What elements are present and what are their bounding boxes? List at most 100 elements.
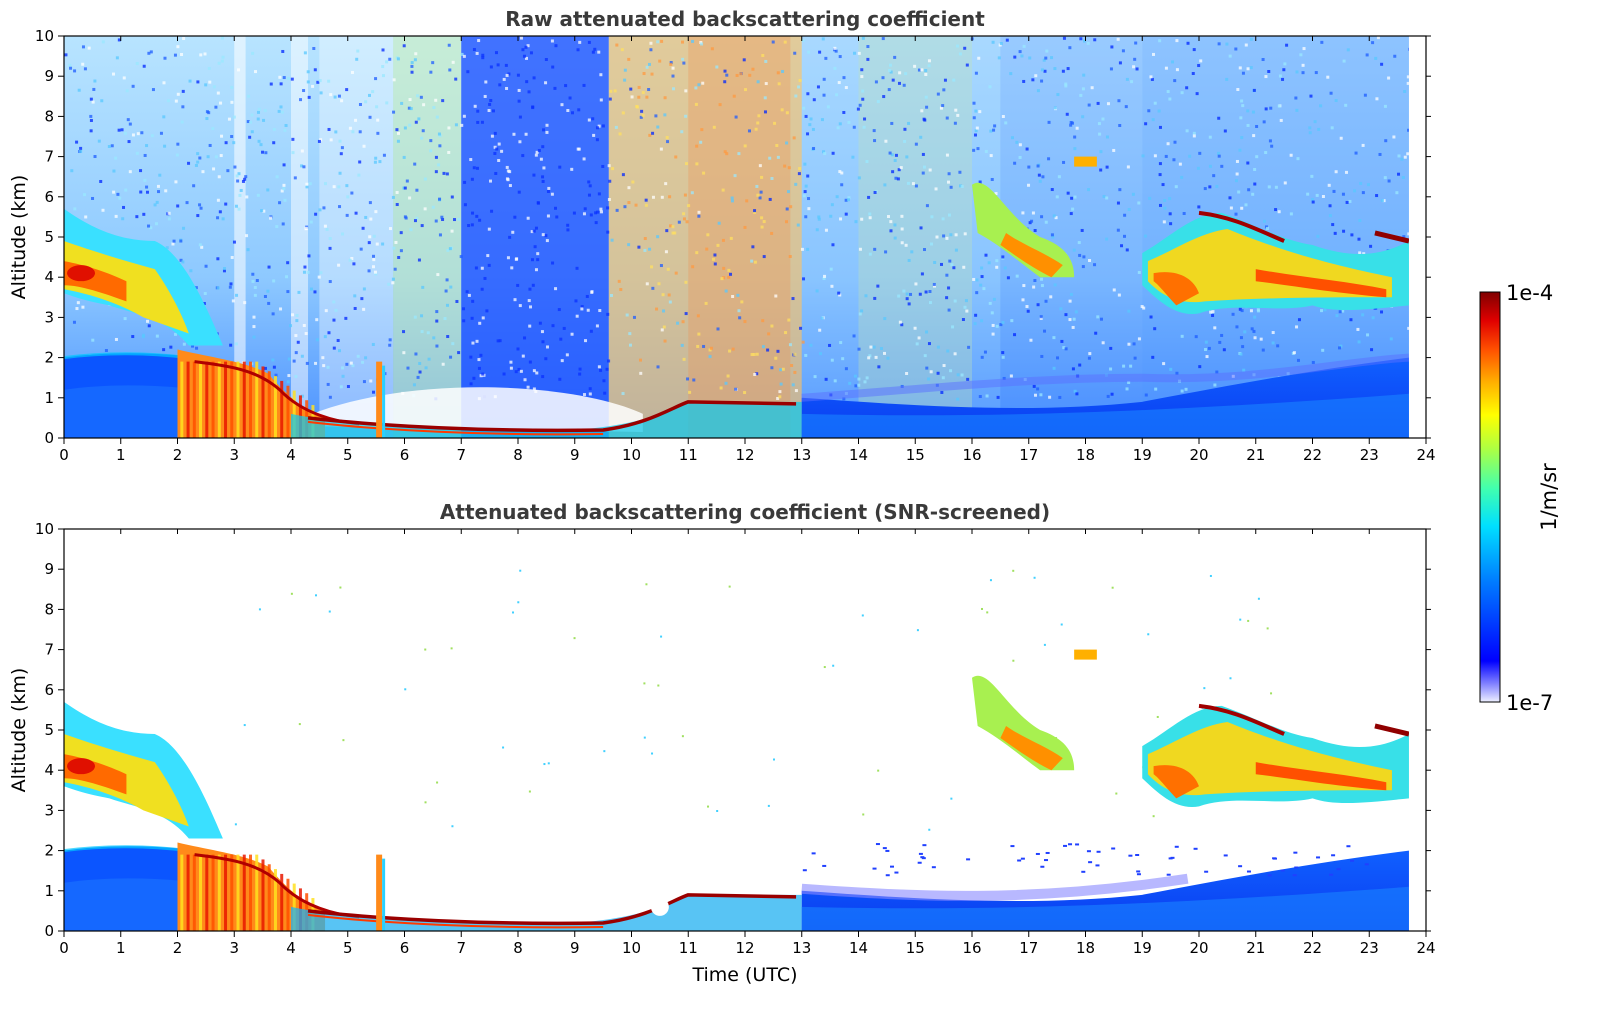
x-tick-label: 13 [792, 446, 811, 464]
x-tick-label: 11 [679, 939, 698, 957]
y-axis-label: Altitude (km) [8, 668, 30, 793]
y-tick-label: 7 [44, 641, 54, 659]
x-tick-label: 17 [1019, 939, 1038, 957]
x-tick-label: 23 [1360, 939, 1379, 957]
chart-title: Raw attenuated backscattering coefficien… [505, 7, 985, 31]
plot-panel-raw: 0 1 2 3 4 5 6 7 8 9 10 11 12 13 14 15 16 17 18 19 20 21 22 23 24… [8, 7, 1436, 464]
y-tick-label: 4 [44, 268, 54, 286]
y-tick-label: 10 [35, 27, 54, 45]
x-axis-label: Time (UTC) [691, 964, 797, 986]
y-tick-label: 6 [44, 681, 54, 699]
noise-band [234, 36, 246, 438]
x-tick-label: 12 [735, 446, 754, 464]
noise-band [461, 36, 609, 438]
x-tick-label: 14 [849, 446, 868, 464]
y-tick-label: 3 [44, 308, 54, 326]
y-tick-label: 3 [44, 801, 54, 819]
x-tick-label: 7 [456, 446, 466, 464]
x-tick-label: 8 [513, 446, 523, 464]
y-tick-label: 6 [44, 188, 54, 206]
x-axis: 0 1 2 3 4 5 6 7 8 9 10 11 12 13 14 15 16 17 18 19 20 21 22 23 24 [59, 529, 1436, 957]
gap-artifact [650, 897, 669, 916]
noise-band [688, 36, 791, 438]
x-tick-label: 21 [1246, 939, 1265, 957]
x-tick-label: 12 [735, 939, 754, 957]
x-tick-label: 18 [1076, 446, 1095, 464]
noise-band [291, 36, 309, 438]
x-tick-label: 2 [173, 939, 183, 957]
x-tick-label: 2 [173, 446, 183, 464]
y-tick-label: 2 [44, 349, 54, 367]
x-tick-label: 22 [1303, 446, 1322, 464]
y-tick-label: 7 [44, 148, 54, 166]
x-tick-label: 11 [679, 446, 698, 464]
colorbar-min-label: 1e-7 [1506, 691, 1553, 715]
chart-title: Attenuated backscattering coefficient (S… [440, 500, 1050, 524]
clear-gap [302, 387, 643, 432]
x-tick-label: 6 [400, 939, 410, 957]
y-axis: 0 1 2 3 4 5 6 7 8 9 10 [35, 27, 1431, 447]
y-tick-label: 1 [44, 389, 54, 407]
colorbar: 1e-4 1e-7 1/m/sr [1479, 281, 1561, 715]
x-tick-label: 8 [513, 939, 523, 957]
y-tick-label: 8 [44, 600, 54, 618]
no-data-strip [1408, 36, 1426, 438]
plume-5-6 [376, 854, 383, 931]
x-tick-label: 23 [1360, 446, 1379, 464]
x-tick-label: 15 [906, 939, 925, 957]
y-tick-label: 9 [44, 67, 54, 85]
x-tick-label: 3 [229, 446, 239, 464]
y-tick-label: 5 [44, 228, 54, 246]
noise-band [801, 36, 1001, 438]
y-tick-label: 4 [44, 761, 54, 779]
y-tick-label: 5 [44, 721, 54, 739]
x-tick-label: 16 [962, 939, 981, 957]
x-tick-label: 5 [343, 939, 353, 957]
x-axis: 0 1 2 3 4 5 6 7 8 9 10 11 12 13 14 15 16 17 18 19 20 21 22 23 24 [59, 36, 1436, 464]
x-tick-label: 21 [1246, 446, 1265, 464]
x-tick-label: 22 [1303, 939, 1322, 957]
plume-5-6 [376, 361, 383, 438]
no-data-strip [1408, 529, 1426, 931]
x-tick-label: 9 [570, 939, 580, 957]
y-tick-label: 0 [44, 922, 54, 940]
x-tick-label: 5 [343, 446, 353, 464]
x-tick-label: 3 [229, 939, 239, 957]
x-tick-label: 1 [116, 939, 126, 957]
y-tick-label: 10 [35, 520, 54, 538]
cloud-16-18 [972, 675, 1075, 771]
x-tick-label: 6 [400, 446, 410, 464]
y-tick-label: 8 [44, 107, 54, 125]
y-axis-label: Altitude (km) [8, 175, 30, 300]
colorbar-unit-label: 1/m/sr [1537, 463, 1561, 531]
x-tick-label: 13 [792, 939, 811, 957]
plot-panel-snr: 0 1 2 3 4 5 6 7 8 9 10 11 12 13 14 15 16 17 18 19 20 21 22 23 24… [8, 500, 1436, 986]
colorbar-gradient [1479, 291, 1501, 703]
y-tick-label: 2 [44, 842, 54, 860]
low-aerosol-layer [291, 894, 802, 931]
noise-band [608, 36, 802, 438]
low-aerosol-layer [291, 401, 802, 438]
y-tick-label: 9 [44, 560, 54, 578]
x-tick-label: 20 [1189, 446, 1208, 464]
y-axis: 0 1 2 3 4 5 6 7 8 9 10 [35, 520, 1431, 940]
x-tick-label: 19 [1133, 939, 1152, 957]
x-tick-label: 7 [456, 939, 466, 957]
x-tick-label: 17 [1019, 446, 1038, 464]
x-tick-label: 1 [116, 446, 126, 464]
noise-band [393, 36, 462, 438]
x-tick-label: 4 [286, 939, 296, 957]
x-tick-label: 4 [286, 446, 296, 464]
x-tick-label: 0 [59, 446, 69, 464]
x-tick-label: 19 [1133, 446, 1152, 464]
x-tick-label: 14 [849, 939, 868, 957]
colorbar-max-label: 1e-4 [1506, 281, 1553, 305]
y-tick-label: 0 [44, 429, 54, 447]
x-tick-label: 10 [622, 446, 641, 464]
y-tick-label: 1 [44, 882, 54, 900]
x-tick-label: 24 [1416, 446, 1435, 464]
cloud-16-18 [972, 182, 1075, 278]
x-tick-label: 10 [622, 939, 641, 957]
x-tick-label: 9 [570, 446, 580, 464]
